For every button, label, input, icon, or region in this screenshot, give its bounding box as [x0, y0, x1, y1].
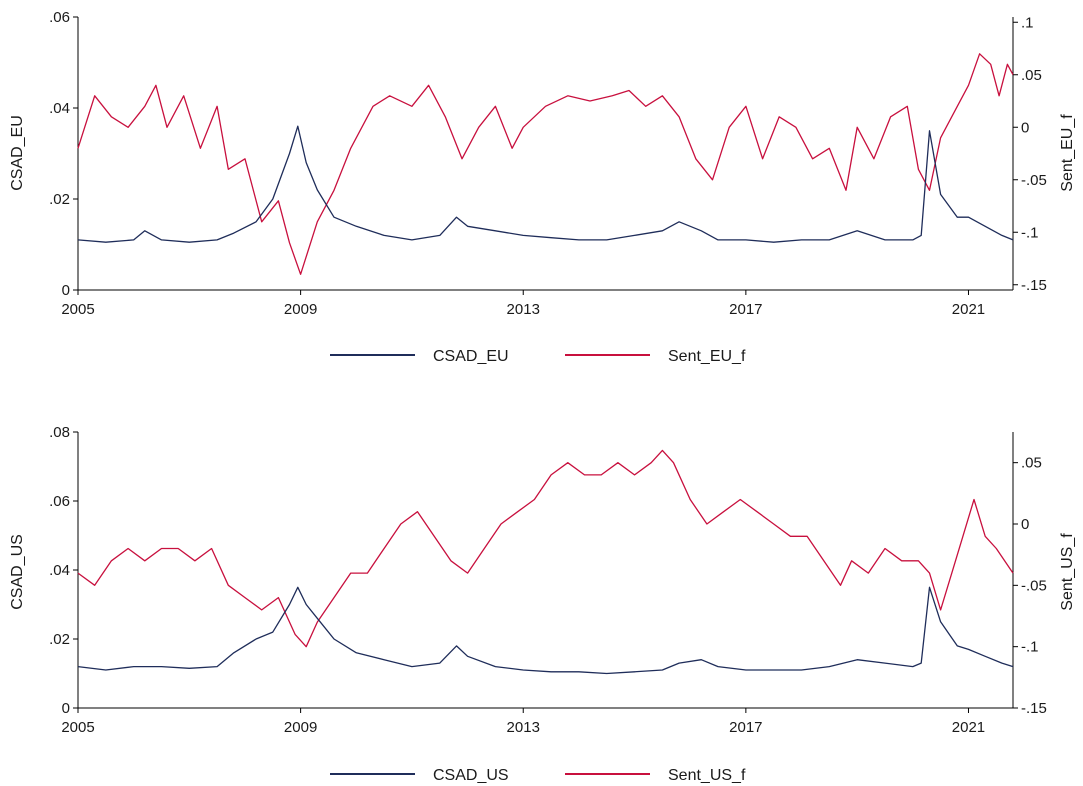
chart-panel-eu: 0 .02 .04 .06 -.15 -.1 -.05 0 .05 .1 2005 2009 201…	[9, 9, 1076, 365]
legend-label-csad-eu: CSAD_EU	[433, 348, 509, 365]
x-tick-label: 2013	[507, 301, 540, 318]
left-y-tick-label: .08	[49, 424, 70, 441]
right-y-tick-label: 0	[1021, 119, 1029, 136]
left-y-tick-label: .02	[49, 631, 70, 648]
x-ticks: 2005 2009 2013 2017 2021	[61, 290, 985, 318]
right-y-axis-label: Sent_US_f	[1059, 533, 1076, 611]
left-y-axis-label: CSAD_US	[9, 534, 26, 610]
left-y-ticks: 0 .02 .04 .06 .08	[49, 424, 78, 717]
x-tick-label: 2021	[952, 301, 985, 318]
x-tick-label: 2017	[729, 719, 762, 736]
x-tick-label: 2013	[507, 719, 540, 736]
right-y-tick-label: .05	[1021, 455, 1042, 472]
left-y-tick-label: .02	[49, 191, 70, 208]
x-tick-label: 2021	[952, 719, 985, 736]
right-y-tick-label: -.05	[1021, 577, 1047, 594]
legend-label-csad-us: CSAD_US	[433, 767, 509, 784]
series-line-sent-us-f	[77, 449, 1014, 648]
plot-area	[77, 449, 1014, 675]
right-y-axis-label: Sent_EU_f	[1059, 114, 1076, 192]
left-y-tick-label: 0	[62, 282, 70, 299]
chart-panel-us: 0.02.04.06.08 -.15-.1-.050.05 2005 2009 20…	[9, 424, 1076, 784]
x-ticks: 2005 2009 2013 2017 2021	[61, 708, 985, 736]
legend: CSAD_US Sent_US_f	[330, 767, 746, 784]
right-y-tick-label: 0	[1021, 516, 1029, 533]
right-y-tick-label: -.05	[1021, 172, 1047, 189]
series-line-csad-us	[77, 586, 1014, 675]
right-y-tick-label: -.1	[1021, 224, 1039, 241]
series-line-csad-eu	[77, 125, 1014, 243]
left-y-axis-label: CSAD_EU	[9, 115, 26, 191]
right-y-tick-label: -.15	[1021, 277, 1047, 294]
x-tick-label: 2017	[729, 301, 762, 318]
left-y-tick-label: .06	[49, 493, 70, 510]
left-y-ticks: 0 .02 .04 .06	[49, 9, 78, 299]
x-tick-label: 2009	[284, 719, 317, 736]
x-tick-label: 2005	[61, 301, 94, 318]
left-y-tick-label: .04	[49, 562, 70, 579]
right-y-tick-label: .05	[1021, 67, 1042, 84]
series-line-sent-eu-f	[77, 53, 1014, 275]
right-y-ticks: -.15 -.1 -.05 0 .05 .1	[1013, 14, 1047, 294]
x-tick-label: 2005	[61, 719, 94, 736]
legend: CSAD_EU Sent_EU_f	[330, 348, 746, 365]
left-y-tick-label: .04	[49, 100, 70, 117]
legend-label-sent-eu: Sent_EU_f	[668, 348, 746, 365]
x-tick-label: 2009	[284, 301, 317, 318]
right-y-ticks: -.15 -.1 -.05 0 .05	[1013, 455, 1047, 717]
left-y-tick-label: 0	[62, 700, 70, 717]
left-y-tick-label: .06	[49, 9, 70, 26]
right-y-tick-label: .1	[1021, 14, 1034, 31]
right-y-tick-label: -.15	[1021, 700, 1047, 717]
right-y-tick-label: -.1	[1021, 639, 1039, 656]
legend-label-sent-us: Sent_US_f	[668, 767, 746, 784]
plot-area	[77, 53, 1014, 275]
